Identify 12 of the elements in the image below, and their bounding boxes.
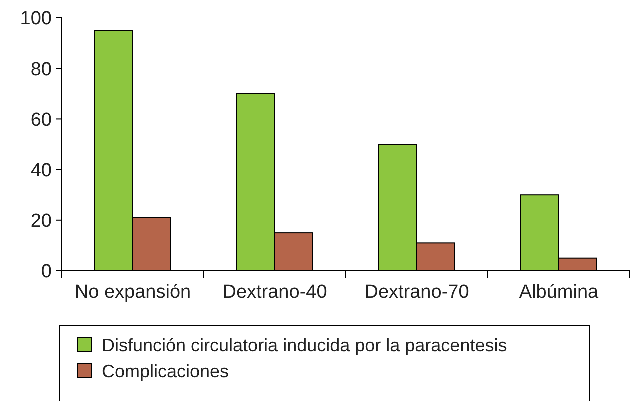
- y-tick-label: 20: [30, 211, 52, 232]
- x-tick-label: Albúmina: [519, 282, 600, 303]
- y-tick-label: 80: [30, 59, 52, 80]
- y-tick-label: 40: [30, 160, 52, 182]
- legend-label: Disfunción circulatoria inducida por la paracentesis: [102, 335, 508, 356]
- x-tick-label: Dextrano-70: [364, 282, 470, 303]
- y-tick-label: 100: [20, 8, 52, 30]
- y-tick-label: 0: [41, 262, 52, 283]
- legend-label: Complicaciones: [102, 361, 230, 382]
- y-tick-label: 60: [30, 110, 52, 131]
- x-tick-label: No expansión: [74, 282, 192, 303]
- x-tick-label: Dextrano-40: [222, 282, 328, 303]
